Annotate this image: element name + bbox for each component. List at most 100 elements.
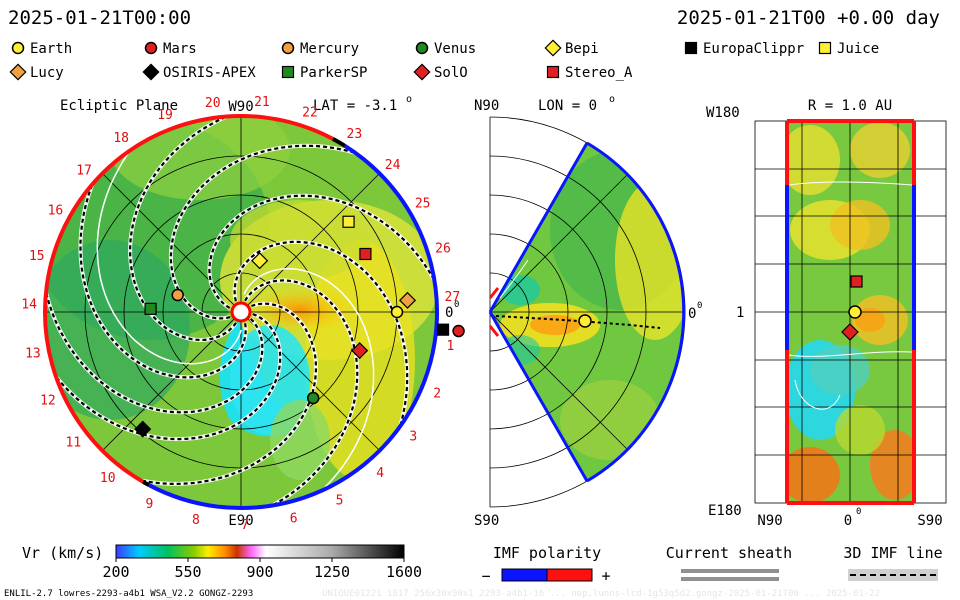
carrington-tick-5: 5 <box>336 494 344 509</box>
imf-negative-swatch <box>501 568 548 582</box>
sun-marker <box>230 301 252 323</box>
carrington-tick-12: 12 <box>40 394 56 409</box>
colorbar-gradient <box>115 544 405 559</box>
legend-marker-venus <box>415 41 429 55</box>
colorbar-label: Vr (km/s) <box>22 544 103 562</box>
carrington-tick-4: 4 <box>376 466 384 481</box>
legend-label-lucy: Lucy <box>30 65 64 81</box>
rim-sheath-arc-top <box>332 137 346 148</box>
ecliptic-bodies <box>134 215 465 438</box>
imf-minus-sign: − <box>481 567 490 585</box>
meridional-lon-label: LON = 0 <box>538 98 597 114</box>
footer-faint-info: UNIQUE01221 1817 256x30x90x1 2293-a4b1-1… <box>322 589 880 599</box>
map-axis-0: 0 <box>844 513 852 529</box>
carrington-tick-27: 27 <box>445 290 461 305</box>
map-mid-left-label: 1 <box>736 305 744 321</box>
legend-label-osiris-apex: OSIRIS-APEX <box>163 65 256 81</box>
legend-marker-mars <box>144 41 158 55</box>
legend-label-solo: SolO <box>434 65 468 81</box>
ecliptic-body-parkersp <box>144 302 157 315</box>
meridional-grid <box>489 116 686 508</box>
footer-run-info: ENLIL-2.7 lowres-2293-a4b1 WSA_V2.2 GONG… <box>4 589 253 599</box>
map-axis-s90: S90 <box>917 513 942 529</box>
colorbar-tick-1250: 1250 <box>314 563 350 581</box>
lonlat-map-panel: R = 1.0 AU W180 E180 1 N90 0 0 S90 <box>706 98 947 529</box>
current-sheath-swatch-1 <box>681 569 779 573</box>
carrington-tick-1: 1 <box>446 339 454 354</box>
meridional-panel: N90 LON = 0 o S90 0 0 <box>474 94 702 529</box>
ecliptic-bottom-label: E90 <box>228 513 253 529</box>
map-solo-marker <box>841 323 859 341</box>
current-sheath-key: Current sheath <box>666 544 792 581</box>
colorbar-tick-200: 200 <box>102 563 129 581</box>
rim-negative-arc <box>148 144 439 510</box>
map-earth-marker <box>848 305 862 319</box>
meridional-sheath-line <box>499 259 529 299</box>
carrington-tick-16: 16 <box>48 203 64 218</box>
ecliptic-right-label: 0 <box>445 305 453 321</box>
imf-spiral-line-2 <box>213 279 359 508</box>
ecliptic-body-osiris-apex <box>134 420 152 438</box>
ecliptic-top-label: W90 <box>228 99 253 115</box>
legend-marker-europaclippr <box>684 41 698 55</box>
carrington-tick-10: 10 <box>100 471 116 486</box>
carrington-tick-9: 9 <box>145 497 153 512</box>
legend-marker-mercury <box>281 41 295 55</box>
colorbar-tick-900: 900 <box>246 563 273 581</box>
map-polarity-border <box>785 119 916 505</box>
meridional-right-label: 0 <box>688 306 696 322</box>
imf-spiral-lines <box>45 116 437 508</box>
ecliptic-body-mars <box>452 324 465 338</box>
legend-label-juice: Juice <box>837 41 879 57</box>
carrington-tick-20: 20 <box>205 96 221 111</box>
legend-label-bepi: Bepi <box>565 41 599 57</box>
imf-spiral-line-6 <box>128 116 287 342</box>
current-sheath-swatch-2 <box>681 577 779 581</box>
imf-spiral-line-0 <box>45 313 282 441</box>
carrington-tick-13: 13 <box>25 347 41 362</box>
meridional-imf-line <box>495 315 661 329</box>
ecliptic-body-mercury <box>171 288 184 302</box>
map-current-sheath <box>788 181 913 410</box>
carrington-tick-2: 2 <box>433 386 441 401</box>
carrington-tick-18: 18 <box>113 131 129 146</box>
map-top-left-label: W180 <box>706 105 740 121</box>
datetime-right: 2025-01-21T00 +0.00 day <box>677 7 940 29</box>
legend-marker-parkersp <box>281 65 295 79</box>
imf-positive-swatch <box>546 568 593 582</box>
legend-label-parkersp: ParkerSP <box>300 65 367 81</box>
imf-spiral-line-7 <box>79 129 247 379</box>
map-stereo-a-marker <box>850 275 863 288</box>
legend-marker-solo <box>413 63 431 81</box>
ecliptic-body-bepi <box>251 252 269 270</box>
imf-line-key: 3D IMF line <box>843 544 943 581</box>
imf-polarity-label: IMF polarity <box>493 544 601 562</box>
imf-spiral-line-1 <box>82 302 318 486</box>
meridional-right-degree: 0 <box>697 301 702 311</box>
legend-marker-earth <box>11 41 25 55</box>
map-axis-n90: N90 <box>757 513 782 529</box>
ecliptic-body-earth <box>390 305 404 319</box>
ecliptic-polarity-rim <box>43 114 439 510</box>
carrington-tick-14: 14 <box>21 298 37 313</box>
ecliptic-lat-degree: o <box>406 94 412 105</box>
current-sheath-label: Current sheath <box>666 544 792 562</box>
sheath-line-b <box>96 128 242 365</box>
imf-spiral-line-8 <box>45 230 264 414</box>
carrington-tick-11: 11 <box>66 436 82 451</box>
carrington-tick-17: 17 <box>76 163 92 178</box>
ecliptic-body-juice <box>342 215 355 228</box>
legend-marker-stereo-a <box>546 65 560 79</box>
legend-marker-bepi <box>544 39 562 57</box>
carrington-tick-15: 15 <box>29 249 45 264</box>
ecliptic-panel: Ecliptic Plane LAT = -3.1 o W90 E90 0 0 <box>21 94 465 533</box>
ecliptic-body-solo <box>351 342 369 360</box>
colorbar-tick-550: 550 <box>174 563 201 581</box>
carrington-tick-22: 22 <box>302 106 318 121</box>
carrington-tick-6: 6 <box>290 511 298 526</box>
ecliptic-body-venus <box>306 391 320 405</box>
rim-positive-arc <box>43 114 334 484</box>
legend-label-mars: Mars <box>163 41 197 57</box>
ecliptic-title: Ecliptic Plane <box>60 98 178 114</box>
